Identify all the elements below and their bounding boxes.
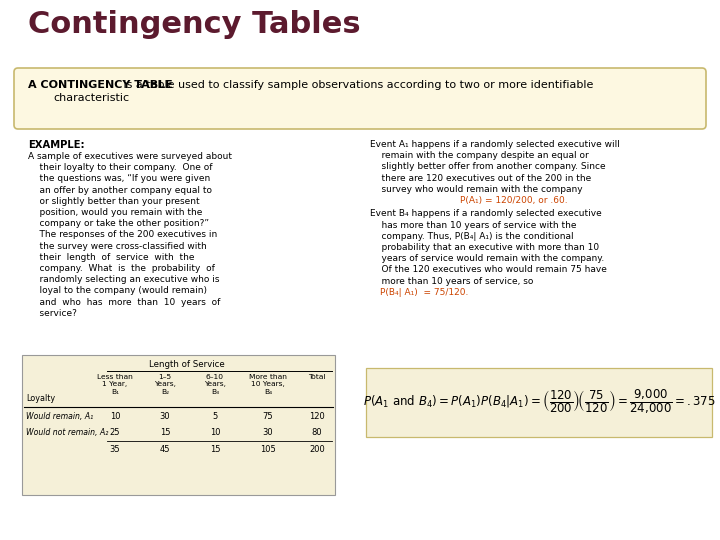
Text: company.  What  is  the  probability  of: company. What is the probability of [28, 264, 215, 273]
Text: Would not remain, A₂: Would not remain, A₂ [26, 428, 109, 437]
Text: company or take the other position?”: company or take the other position?” [28, 219, 209, 228]
Text: 15: 15 [210, 445, 220, 454]
Text: P(A₁) = 120/200, or .60.: P(A₁) = 120/200, or .60. [460, 196, 567, 205]
Text: there are 120 executives out of the 200 in the: there are 120 executives out of the 200 … [370, 173, 591, 183]
Text: 105: 105 [260, 445, 276, 454]
Text: an offer by another company equal to: an offer by another company equal to [28, 186, 212, 194]
Text: characteristic: characteristic [53, 93, 129, 103]
Text: Less than
1 Year,
B₁: Less than 1 Year, B₁ [97, 374, 133, 395]
Text: Total: Total [308, 374, 325, 380]
Text: A sample of executives were surveyed about: A sample of executives were surveyed abo… [28, 152, 232, 161]
Text: remain with the company despite an equal or: remain with the company despite an equal… [370, 151, 589, 160]
Text: Would remain, A₁: Would remain, A₁ [26, 412, 94, 421]
Text: survey who would remain with the company: survey who would remain with the company [370, 185, 582, 194]
Text: 80: 80 [312, 428, 323, 437]
Text: service?: service? [28, 309, 77, 318]
Text: the questions was, “If you were given: the questions was, “If you were given [28, 174, 210, 184]
Text: P(B₄| A₁)  = 75/120.: P(B₄| A₁) = 75/120. [380, 288, 469, 297]
Text: more than 10 years of service, so: more than 10 years of service, so [370, 276, 534, 286]
Text: More than
10 Years,
B₄: More than 10 Years, B₄ [249, 374, 287, 395]
Text: 45: 45 [160, 445, 170, 454]
Text: Loyalty: Loyalty [26, 394, 55, 403]
Text: loyal to the company (would remain): loyal to the company (would remain) [28, 286, 207, 295]
Text: and  who  has  more  than  10  years  of: and who has more than 10 years of [28, 298, 220, 307]
Text: or slightly better than your present: or slightly better than your present [28, 197, 199, 206]
Text: the survey were cross-classified with: the survey were cross-classified with [28, 241, 207, 251]
Text: Event A₁ happens if a randomly selected executive will: Event A₁ happens if a randomly selected … [370, 140, 620, 149]
FancyBboxPatch shape [366, 368, 712, 437]
Text: 5: 5 [212, 412, 217, 421]
Text: Of the 120 executives who would remain 75 have: Of the 120 executives who would remain 7… [370, 266, 607, 274]
Text: 1–5
Years,
B₂: 1–5 Years, B₂ [154, 374, 176, 395]
Text: 25: 25 [109, 428, 120, 437]
Text: company. Thus, P(B₄| A₁) is the conditional: company. Thus, P(B₄| A₁) is the conditio… [370, 232, 574, 241]
Text: position, would you remain with the: position, would you remain with the [28, 208, 202, 217]
Text: slightly better offer from another company. Since: slightly better offer from another compa… [370, 163, 606, 171]
Text: 10: 10 [210, 428, 220, 437]
Text: their loyalty to their company.  One of: their loyalty to their company. One of [28, 163, 212, 172]
Text: 35: 35 [109, 445, 120, 454]
Text: probability that an executive with more than 10: probability that an executive with more … [370, 243, 599, 252]
Text: 6–10
Years,
B₃: 6–10 Years, B₃ [204, 374, 226, 395]
Text: 30: 30 [263, 428, 274, 437]
Text: $P(A_1 \mathrm{\ and\ } B_4) = P(A_1)P(B_4|A_1) = \left(\dfrac{120}{200}\right)\: $P(A_1 \mathrm{\ and\ } B_4) = P(A_1)P(B… [363, 389, 716, 416]
Text: 200: 200 [309, 445, 325, 454]
Text: The responses of the 200 executives in: The responses of the 200 executives in [28, 231, 217, 239]
Text: is a table used to classify sample observations according to two or more identif: is a table used to classify sample obser… [120, 80, 593, 90]
FancyBboxPatch shape [22, 355, 335, 495]
Text: their  length  of  service  with  the: their length of service with the [28, 253, 194, 262]
Text: 120: 120 [309, 412, 325, 421]
FancyBboxPatch shape [14, 68, 706, 129]
Text: has more than 10 years of service with the: has more than 10 years of service with t… [370, 221, 577, 230]
Text: randomly selecting an executive who is: randomly selecting an executive who is [28, 275, 220, 284]
Text: 15: 15 [160, 428, 170, 437]
Text: Length of Service: Length of Service [149, 360, 225, 369]
Text: years of service would remain with the company.: years of service would remain with the c… [370, 254, 604, 263]
Text: 10: 10 [109, 412, 120, 421]
Text: 30: 30 [160, 412, 171, 421]
Text: Contingency Tables: Contingency Tables [28, 10, 361, 39]
Text: Event B₄ happens if a randomly selected executive: Event B₄ happens if a randomly selected … [370, 210, 602, 219]
Text: A CONTINGENCY TABLE: A CONTINGENCY TABLE [28, 80, 173, 90]
Text: EXAMPLE:: EXAMPLE: [28, 140, 85, 150]
Text: 75: 75 [263, 412, 274, 421]
